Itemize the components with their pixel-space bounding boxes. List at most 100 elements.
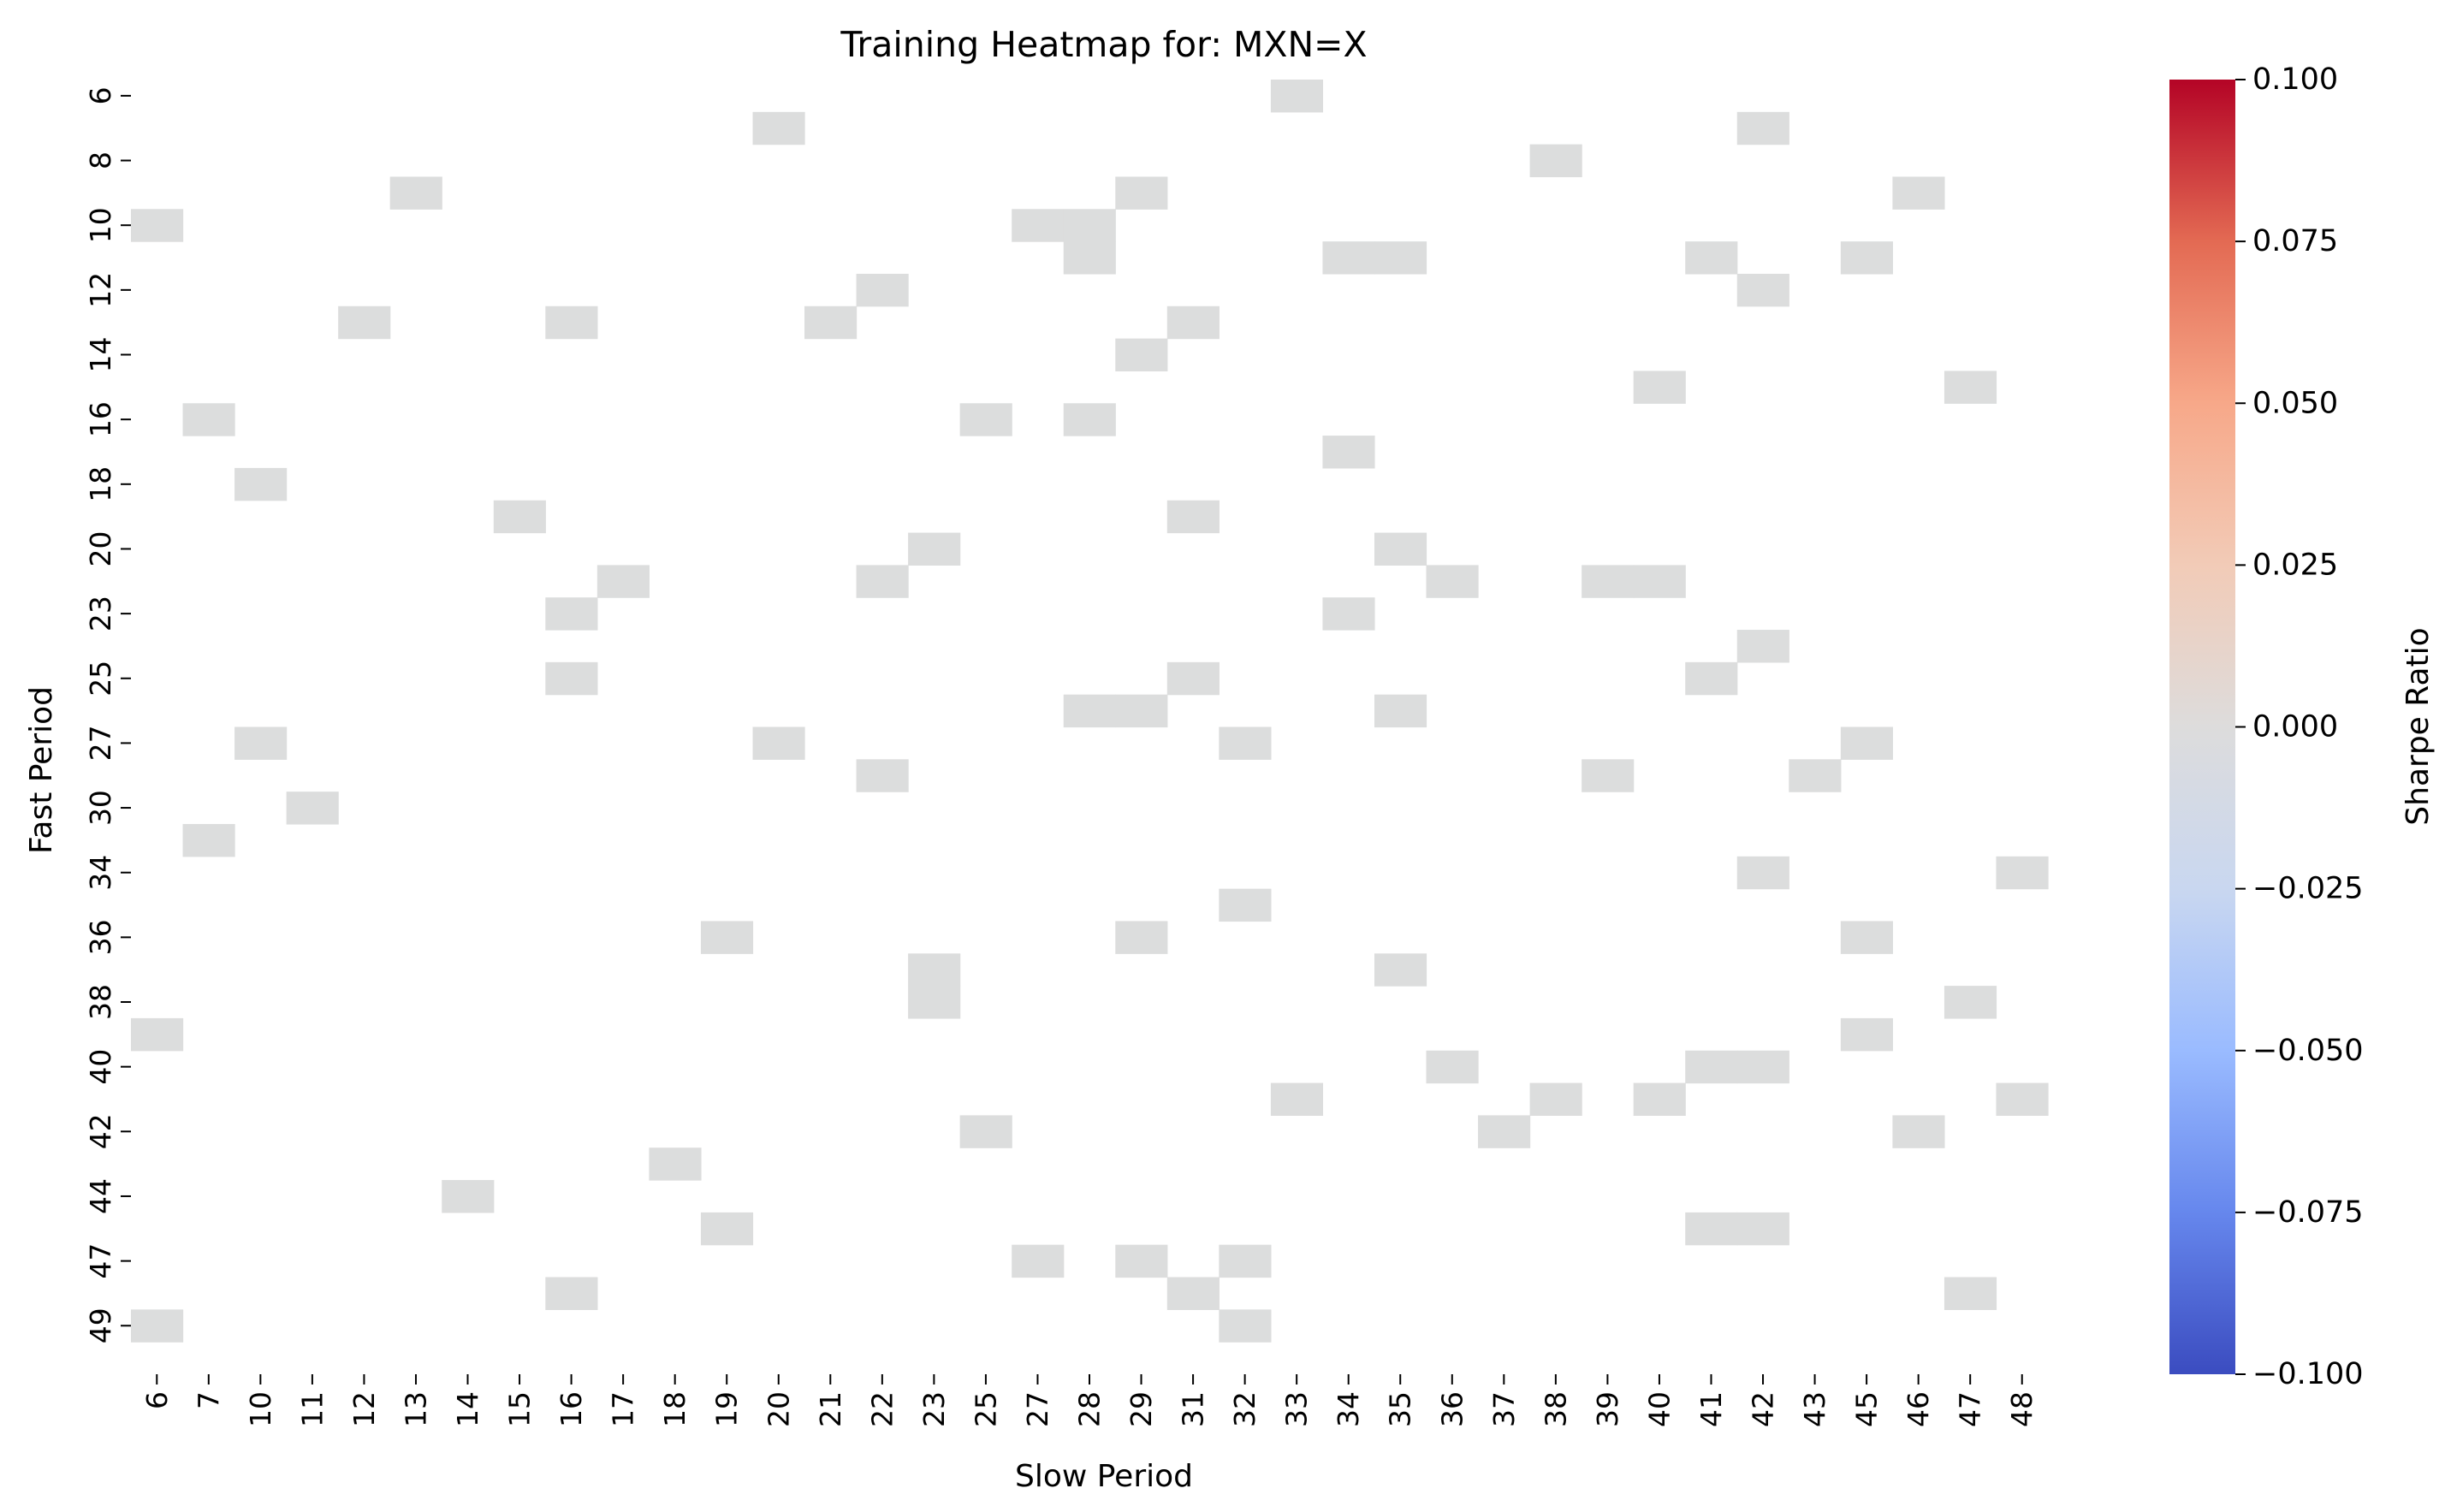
- colorbar-tick-label: 0.025: [2252, 548, 2338, 582]
- x-tick-label: 16: [555, 1391, 588, 1427]
- heatmap-cell: [1166, 661, 1220, 696]
- y-tick-label: 30: [84, 790, 117, 826]
- heatmap-cell: [1633, 565, 1686, 598]
- heatmap-cell: [1633, 371, 1686, 404]
- y-tick-label: 10: [84, 207, 117, 243]
- x-tick-label: 32: [1228, 1391, 1261, 1427]
- heatmap-cell: [1633, 1082, 1686, 1117]
- heatmap-cell: [1478, 1115, 1531, 1148]
- heatmap-cell: [1322, 436, 1375, 469]
- heatmap-cell: [1685, 241, 1738, 275]
- heatmap-cell: [545, 1277, 598, 1310]
- heatmap-cell: [908, 953, 961, 987]
- heatmap-cell: [1374, 953, 1427, 987]
- heatmap-cell: [1736, 111, 1789, 145]
- x-tick-label: 33: [1280, 1391, 1314, 1427]
- heatmap-cell: [131, 209, 184, 242]
- heatmap-cell: [545, 305, 598, 340]
- x-axis-label: Slow Period: [1015, 1459, 1193, 1494]
- heatmap-cell: [1892, 176, 1945, 210]
- heatmap-cells: [131, 80, 2049, 1343]
- colorbar-tick-label: −0.075: [2252, 1195, 2364, 1230]
- heatmap-cell: [234, 467, 288, 501]
- colorbar: [2169, 80, 2235, 1374]
- heatmap-cell: [908, 986, 961, 1019]
- heatmap-cell: [649, 1147, 702, 1181]
- heatmap-cell: [1115, 176, 1168, 210]
- heatmap-cell: [182, 403, 235, 436]
- heatmap-cell: [1322, 241, 1375, 275]
- x-tick-label: 14: [451, 1391, 484, 1427]
- chart-title: Training Heatmap for: MXN=X: [840, 24, 1367, 65]
- heatmap-cell: [1840, 921, 1893, 954]
- heatmap-cell: [1063, 209, 1116, 242]
- x-tick-label: 45: [1850, 1391, 1884, 1427]
- y-tick-label: 6: [84, 86, 117, 104]
- heatmap-cell: [752, 726, 805, 760]
- heatmap-cell: [545, 661, 598, 696]
- colorbar-ticks: 0.100 0.075 0.050 0.025 0.000 −0.025 −0.050 −0.…: [2235, 62, 2364, 1391]
- y-tick-label: 49: [84, 1307, 117, 1343]
- x-tick-label: 11: [295, 1391, 329, 1427]
- heatmap-cell: [1996, 856, 2049, 890]
- heatmap-cell: [959, 1115, 1012, 1148]
- heatmap-cell: [1736, 856, 1789, 890]
- heatmap-cell: [596, 565, 650, 598]
- heatmap-cell: [338, 305, 391, 340]
- y-tick-label: 27: [84, 725, 117, 761]
- heatmap-cell: [1840, 726, 1893, 760]
- heatmap-cell: [908, 532, 961, 566]
- x-tick-label: 17: [607, 1391, 640, 1427]
- heatmap-cell: [1115, 694, 1168, 728]
- y-tick-label: 12: [84, 272, 117, 308]
- y-tick-label: 16: [84, 401, 117, 437]
- heatmap-cell: [1685, 661, 1738, 696]
- heatmap-cell: [700, 1212, 754, 1246]
- x-tick-label: 12: [347, 1391, 381, 1427]
- heatmap-cell: [959, 403, 1012, 436]
- heatmap-cell: [1219, 726, 1272, 760]
- heatmap-cell: [1685, 1212, 1738, 1246]
- heatmap-cell: [1840, 241, 1893, 275]
- heatmap-cell: [1944, 986, 1997, 1019]
- x-tick-label: 39: [1591, 1391, 1624, 1427]
- heatmap-cell: [1012, 1244, 1065, 1278]
- y-tick-label: 23: [84, 596, 117, 631]
- x-tick-label: 35: [1384, 1391, 1417, 1427]
- heatmap-cell: [1166, 500, 1220, 534]
- y-tick-label: 14: [84, 337, 117, 373]
- heatmap-cell: [1166, 1277, 1220, 1310]
- heatmap-cell: [856, 273, 909, 307]
- heatmap-cell: [1736, 1050, 1789, 1084]
- x-tick-label: 21: [814, 1391, 847, 1427]
- colorbar-tick-label: 0.000: [2252, 710, 2338, 744]
- x-tick-label: 48: [2005, 1391, 2039, 1427]
- heatmap-cell: [1012, 209, 1065, 242]
- heatmap-cell: [493, 500, 546, 534]
- heatmap-cell: [389, 176, 442, 210]
- x-tick-label: 18: [658, 1391, 691, 1427]
- y-tick-label: 34: [84, 855, 117, 891]
- x-tick-label: 27: [1021, 1391, 1054, 1427]
- colorbar-tick-label: 0.100: [2252, 62, 2338, 97]
- heatmap-cell: [234, 726, 288, 760]
- heatmap-cell: [1219, 1309, 1272, 1343]
- heatmap-cell: [1063, 694, 1116, 728]
- colorbar-tick-label: −0.100: [2252, 1357, 2364, 1391]
- heatmap-cell: [182, 823, 235, 857]
- x-tick-label: 43: [1798, 1391, 1831, 1427]
- heatmap-cell: [286, 792, 339, 825]
- heatmap-cell: [1892, 1115, 1945, 1148]
- y-tick-label: 42: [84, 1113, 117, 1149]
- heatmap-cell: [1374, 241, 1427, 275]
- heatmap-cell: [1944, 371, 1997, 404]
- y-tick-label: 8: [84, 151, 117, 169]
- colorbar-tick-label: −0.025: [2252, 872, 2364, 906]
- heatmap-cell: [1996, 1082, 2049, 1117]
- heatmap-cell: [1685, 1050, 1738, 1084]
- x-tick-label: 19: [710, 1391, 744, 1427]
- x-tick-label: 28: [1073, 1391, 1107, 1427]
- x-tick-label: 29: [1125, 1391, 1158, 1427]
- x-tick-label: 42: [1747, 1391, 1780, 1427]
